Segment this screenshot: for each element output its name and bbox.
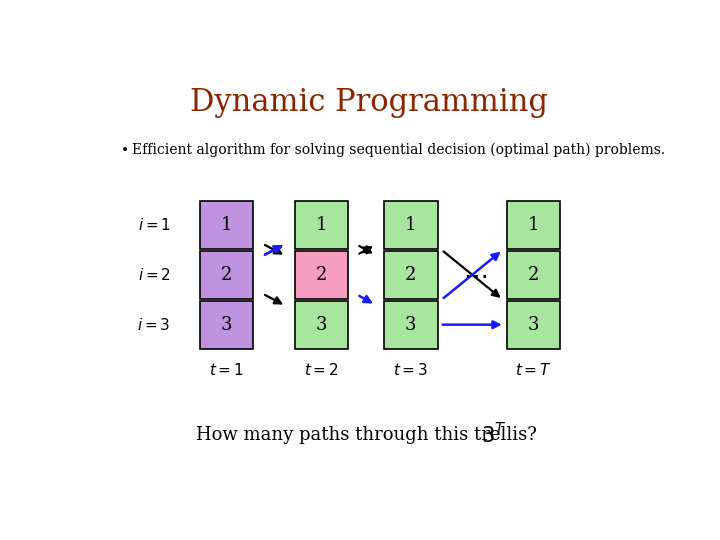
Text: •: • [121,143,129,157]
FancyBboxPatch shape [200,301,253,349]
FancyBboxPatch shape [294,201,348,249]
FancyBboxPatch shape [507,251,560,299]
FancyBboxPatch shape [507,201,560,249]
Text: 3: 3 [528,316,539,334]
Text: $\cdots$: $\cdots$ [463,263,487,287]
Text: $i = 3$: $i = 3$ [138,316,171,333]
Text: $i = 2$: $i = 2$ [138,267,171,283]
FancyBboxPatch shape [384,201,438,249]
Text: 1: 1 [316,216,328,234]
Text: 3: 3 [316,316,328,334]
Text: 2: 2 [405,266,417,284]
Text: 1: 1 [221,216,233,234]
FancyBboxPatch shape [507,301,560,349]
Text: Dynamic Programming: Dynamic Programming [190,87,548,118]
Text: $t = 2$: $t = 2$ [304,362,339,379]
Text: 3: 3 [405,316,417,334]
Text: 1: 1 [528,216,539,234]
Text: 2: 2 [221,266,233,284]
Text: $t = T$: $t = T$ [515,362,552,379]
Text: $i = 1$: $i = 1$ [138,217,171,233]
Text: 2: 2 [316,266,328,284]
Text: $t = 1$: $t = 1$ [210,362,244,379]
Text: $t = 3$: $t = 3$ [393,362,428,379]
Text: 1: 1 [405,216,417,234]
FancyBboxPatch shape [294,251,348,299]
Text: $3^T$: $3^T$ [481,422,506,448]
FancyBboxPatch shape [200,201,253,249]
Text: 2: 2 [528,266,539,284]
FancyBboxPatch shape [294,301,348,349]
Text: How many paths through this trellis?: How many paths through this trellis? [196,426,537,444]
Text: 3: 3 [221,316,233,334]
FancyBboxPatch shape [384,301,438,349]
FancyBboxPatch shape [384,251,438,299]
FancyBboxPatch shape [200,251,253,299]
Text: Efficient algorithm for solving sequential decision (optimal path) problems.: Efficient algorithm for solving sequenti… [132,143,665,157]
